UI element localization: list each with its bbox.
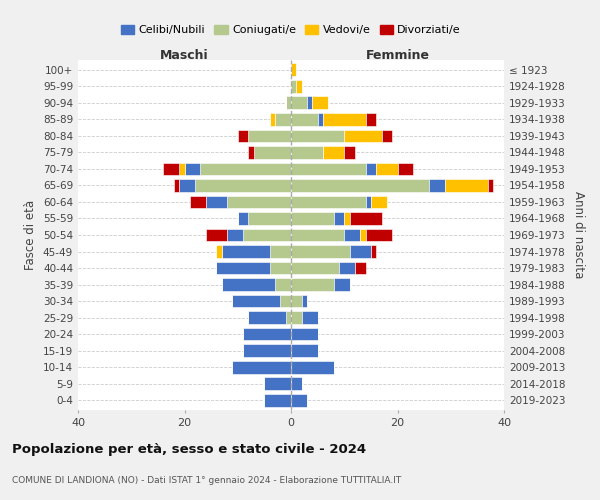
Bar [291, 179, 430, 192]
Bar [291, 113, 317, 126]
Bar [286, 96, 291, 110]
Bar [291, 196, 365, 208]
Bar [280, 294, 291, 308]
Bar [232, 360, 291, 374]
Bar [291, 146, 323, 159]
Bar [163, 162, 179, 175]
Bar [232, 294, 280, 308]
Bar [365, 113, 376, 126]
Bar [323, 146, 344, 159]
Bar [195, 179, 291, 192]
Bar [275, 278, 291, 291]
Bar [360, 228, 365, 241]
Bar [227, 228, 243, 241]
Bar [291, 311, 302, 324]
Bar [344, 228, 360, 241]
Bar [371, 245, 376, 258]
Bar [291, 328, 317, 340]
Bar [190, 196, 206, 208]
Bar [291, 130, 344, 142]
Bar [371, 196, 387, 208]
Bar [291, 162, 365, 175]
Bar [350, 245, 371, 258]
Bar [238, 130, 248, 142]
Bar [270, 245, 291, 258]
Bar [248, 212, 291, 225]
Legend: Celibi/Nubili, Coniugati/e, Vedovi/e, Divorziati/e: Celibi/Nubili, Coniugati/e, Vedovi/e, Di… [116, 20, 466, 40]
Bar [222, 245, 270, 258]
Bar [313, 96, 328, 110]
Bar [265, 377, 291, 390]
Bar [206, 228, 227, 241]
Text: Popolazione per età, sesso e stato civile - 2024: Popolazione per età, sesso e stato civil… [12, 442, 366, 456]
Bar [355, 262, 365, 274]
Bar [291, 344, 317, 357]
Bar [334, 212, 344, 225]
Bar [222, 278, 275, 291]
Bar [275, 113, 291, 126]
Bar [302, 311, 317, 324]
Text: Maschi: Maschi [160, 48, 209, 62]
Bar [334, 278, 350, 291]
Bar [317, 113, 323, 126]
Bar [291, 394, 307, 406]
Bar [217, 245, 222, 258]
Bar [430, 179, 445, 192]
Bar [365, 162, 376, 175]
Bar [243, 328, 291, 340]
Bar [445, 179, 488, 192]
Bar [248, 146, 254, 159]
Bar [286, 311, 291, 324]
Bar [200, 162, 291, 175]
Bar [382, 130, 392, 142]
Bar [291, 262, 339, 274]
Bar [248, 311, 286, 324]
Bar [344, 146, 355, 159]
Bar [291, 245, 350, 258]
Bar [270, 262, 291, 274]
Bar [270, 113, 275, 126]
Bar [248, 130, 291, 142]
Bar [291, 64, 296, 76]
Bar [398, 162, 413, 175]
Bar [365, 196, 371, 208]
Bar [291, 278, 334, 291]
Bar [339, 262, 355, 274]
Bar [291, 228, 344, 241]
Bar [307, 96, 313, 110]
Bar [376, 162, 398, 175]
Bar [344, 130, 382, 142]
Bar [291, 360, 334, 374]
Bar [291, 212, 334, 225]
Bar [344, 212, 350, 225]
Bar [323, 113, 365, 126]
Text: Femmine: Femmine [365, 48, 430, 62]
Y-axis label: Anni di nascita: Anni di nascita [572, 192, 585, 278]
Bar [243, 344, 291, 357]
Bar [185, 162, 200, 175]
Bar [291, 294, 302, 308]
Bar [488, 179, 493, 192]
Bar [174, 179, 179, 192]
Bar [179, 179, 195, 192]
Bar [291, 96, 307, 110]
Bar [291, 80, 296, 93]
Bar [296, 80, 302, 93]
Bar [243, 228, 291, 241]
Bar [179, 162, 185, 175]
Bar [291, 377, 302, 390]
Bar [217, 262, 270, 274]
Bar [302, 294, 307, 308]
Bar [238, 212, 248, 225]
Bar [227, 196, 291, 208]
Text: COMUNE DI LANDIONA (NO) - Dati ISTAT 1° gennaio 2024 - Elaborazione TUTTITALIA.I: COMUNE DI LANDIONA (NO) - Dati ISTAT 1° … [12, 476, 401, 485]
Bar [206, 196, 227, 208]
Bar [350, 212, 382, 225]
Bar [365, 228, 392, 241]
Y-axis label: Fasce di età: Fasce di età [25, 200, 37, 270]
Bar [265, 394, 291, 406]
Bar [254, 146, 291, 159]
